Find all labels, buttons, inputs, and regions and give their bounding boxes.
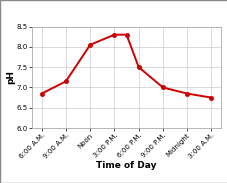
X-axis label: Time of Day: Time of Day xyxy=(96,161,156,170)
Text: pH of a Local Pond: pH of a Local Pond xyxy=(55,7,172,17)
Y-axis label: pH: pH xyxy=(6,70,15,84)
